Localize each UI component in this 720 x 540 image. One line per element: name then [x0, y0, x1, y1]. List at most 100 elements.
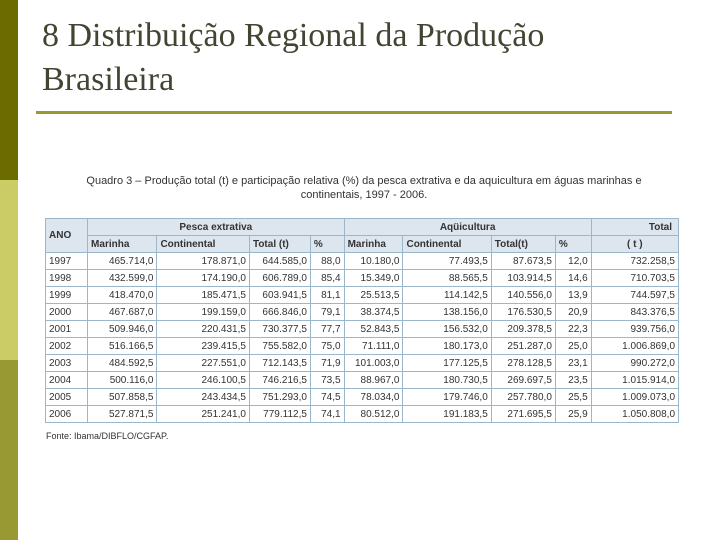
cell-value: 78.034,0	[343, 388, 404, 406]
cell-value: 939.756,0	[590, 320, 680, 338]
cell-value: 209.378,5	[490, 320, 556, 338]
header-group-row: ANO Pesca extrativa Aqüicultura Total	[44, 218, 680, 253]
cell-value: 239.415,5	[156, 337, 250, 355]
cell-year: 2000	[44, 303, 89, 321]
side-strip-top	[0, 0, 18, 180]
cell-value: 15.349,0	[343, 269, 404, 287]
slide-title-line1: 8 Distribuição Regional da Produção	[42, 17, 545, 54]
title-divider	[36, 111, 672, 114]
cell-year: 2002	[44, 337, 89, 355]
subheader-total-unit: ( t )	[590, 235, 680, 253]
subheader-continental: Continental	[402, 235, 492, 253]
cell-value: 271.695,5	[490, 405, 556, 423]
cell-value: 38.374,5	[343, 303, 404, 321]
cell-value: 71,9	[309, 354, 345, 372]
cell-year: 1998	[44, 269, 89, 287]
cell-value: 80.512,0	[343, 405, 404, 423]
cell-value: 176.530,5	[490, 303, 556, 321]
cell-value: 114.142,5	[402, 286, 492, 304]
cell-value: 25.513,5	[343, 286, 404, 304]
cell-value: 755.582,0	[248, 337, 311, 355]
cell-value: 101.003,0	[343, 354, 404, 372]
cell-value: 10.180,0	[343, 252, 404, 270]
cell-year: 1997	[44, 252, 89, 270]
cell-year: 2005	[44, 388, 89, 406]
subheader-continental: Continental	[156, 235, 250, 253]
cell-value: 243.434,5	[156, 388, 250, 406]
cell-value: 140.556,0	[490, 286, 556, 304]
caption-line1: Quadro 3 – Produção total (t) e particip…	[86, 175, 642, 187]
header-ano: ANO	[44, 218, 89, 253]
subheader-total: Total(t)	[490, 235, 556, 253]
cell-value: 13,9	[554, 286, 592, 304]
cell-value: 603.941,5	[248, 286, 311, 304]
cell-value: 606.789,0	[248, 269, 311, 287]
cell-value: 52.843,5	[343, 320, 404, 338]
slide-title-line2: Brasileira	[42, 61, 175, 98]
cell-value: 990.272,0	[590, 354, 680, 372]
table-body: 1997 465.714,0 178.871,0 644.585,0 88,0 10.18…	[44, 252, 680, 423]
cell-value: 751.293,0	[248, 388, 311, 406]
cell-value: 138.156,0	[402, 303, 492, 321]
cell-value: 710.703,5	[590, 269, 680, 287]
cell-value: 178.871,0	[156, 252, 250, 270]
header-aquicultura: Aqüicultura	[343, 218, 592, 236]
cell-value: 251.287,0	[490, 337, 556, 355]
cell-value: 77.493,5	[402, 252, 492, 270]
cell-value: 179.746,0	[402, 388, 492, 406]
table-row: 1997 465.714,0 178.871,0 644.585,0 88,0 10.18…	[44, 252, 680, 270]
cell-value: 1.050.808,0	[590, 405, 680, 423]
cell-value: 73,5	[309, 371, 345, 389]
cell-value: 87.673,5	[490, 252, 556, 270]
cell-value: 180.173,0	[402, 337, 492, 355]
cell-value: 465.714,0	[87, 252, 158, 270]
cell-value: 71.111,0	[343, 337, 404, 355]
cell-value: 246.100,5	[156, 371, 250, 389]
cell-value: 220.431,5	[156, 320, 250, 338]
table-row: 1998 432.599,0 174.190,0 606.789,0 85,4 15.34…	[44, 269, 680, 287]
cell-value: 227.551,0	[156, 354, 250, 372]
cell-value: 843.376,5	[590, 303, 680, 321]
cell-value: 467.687,0	[87, 303, 158, 321]
cell-year: 2003	[44, 354, 89, 372]
table-row: 2000 467.687,0 199.159,0 666.846,0 79,1 38.37…	[44, 303, 680, 321]
production-table: ANO Pesca extrativa Aqüicultura Total Ma…	[44, 218, 680, 423]
table-row: 2004 500.116,0 246.100,5 746.216,5 73,5 88.96…	[44, 371, 680, 389]
cell-year: 1999	[44, 286, 89, 304]
cell-value: 88.565,5	[402, 269, 492, 287]
caption-line2: continentais, 1997 - 2006.	[300, 189, 428, 201]
cell-value: 185.471,5	[156, 286, 250, 304]
cell-value: 730.377,5	[248, 320, 311, 338]
cell-value: 509.946,0	[87, 320, 158, 338]
cell-value: 14,6	[554, 269, 592, 287]
cell-value: 507.858,5	[87, 388, 158, 406]
table-row: 2005 507.858,5 243.434,5 751.293,0 74,5 78.03…	[44, 388, 680, 406]
subheader-marinha: Marinha	[87, 235, 158, 253]
cell-value: 174.190,0	[156, 269, 250, 287]
cell-value: 644.585,0	[248, 252, 311, 270]
cell-value: 74,5	[309, 388, 345, 406]
cell-value: 744.597,5	[590, 286, 680, 304]
header-pesca-extrativa: Pesca extrativa	[87, 218, 345, 236]
cell-value: 75,0	[309, 337, 345, 355]
cell-value: 269.697,5	[490, 371, 556, 389]
cell-value: 88,0	[309, 252, 345, 270]
table-row: 1999 418.470,0 185.471,5 603.941,5 81,1 25.51…	[44, 286, 680, 304]
cell-value: 484.592,5	[87, 354, 158, 372]
cell-value: 191.183,5	[402, 405, 492, 423]
cell-year: 2006	[44, 405, 89, 423]
cell-value: 23,1	[554, 354, 592, 372]
cell-value: 278.128,5	[490, 354, 556, 372]
cell-value: 22,3	[554, 320, 592, 338]
cell-year: 2004	[44, 371, 89, 389]
subheader-percent: %	[309, 235, 345, 253]
cell-value: 81,1	[309, 286, 345, 304]
cell-value: 88.967,0	[343, 371, 404, 389]
side-strip-bottom	[0, 360, 18, 540]
table-caption: Quadro 3 – Produção total (t) e particip…	[50, 174, 678, 202]
cell-value: 712.143,5	[248, 354, 311, 372]
cell-year: 2001	[44, 320, 89, 338]
cell-value: 1.009.073,0	[590, 388, 680, 406]
cell-value: 516.166,5	[87, 337, 158, 355]
header-sub-row: Marinha Continental Total (t) % Marinha …	[46, 235, 680, 253]
